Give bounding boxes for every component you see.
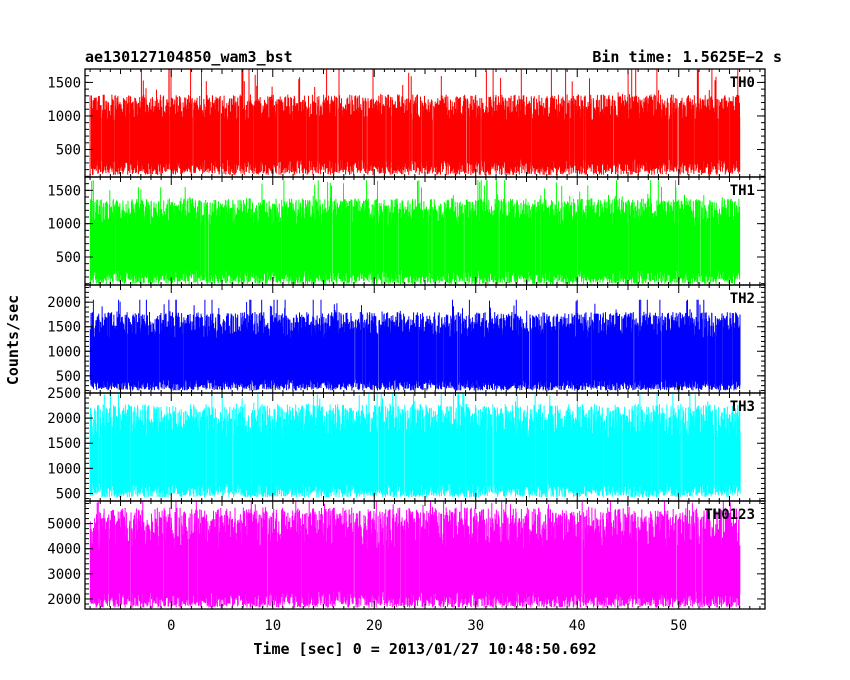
y-tick-label: 1500 xyxy=(47,436,81,452)
y-axis-label: Counts/sec xyxy=(4,295,22,385)
x-tick-label: 40 xyxy=(569,618,586,634)
x-tick-label: 50 xyxy=(670,618,687,634)
series-th0 xyxy=(89,69,741,175)
x-axis-label: Time [sec] 0 = 2013/01/27 10:48:50.692 xyxy=(253,640,596,658)
panel-th0: 500 1000 1500 TH0 xyxy=(47,68,766,178)
series-th3 xyxy=(89,393,741,498)
x-axis: 0 10 20 30 40 50 xyxy=(167,618,687,634)
panel-label-th0: TH0 xyxy=(730,75,755,91)
series-th2 xyxy=(89,299,741,391)
panel-th3: 500 1000 1500 2000 2500 TH3 xyxy=(47,386,766,502)
series-th0123 xyxy=(89,501,741,608)
bin-time-label: Bin time: 1.5625E−2 s xyxy=(592,48,782,66)
y-tick-label: 500 xyxy=(56,369,81,385)
series-th1 xyxy=(89,180,741,285)
y-tick-label: 1000 xyxy=(47,461,81,477)
panel-th2: 500 1000 1500 2000 TH2 xyxy=(47,284,766,394)
panel-label-th1: TH1 xyxy=(730,183,755,199)
x-tick-label: 30 xyxy=(467,618,484,634)
y-tick-label: 500 xyxy=(56,486,81,502)
y-tick-label: 1500 xyxy=(47,75,81,91)
x-tick-label: 20 xyxy=(366,618,383,634)
y-tick-label: 3000 xyxy=(47,567,81,583)
x-tick-label: 0 xyxy=(167,618,175,634)
y-tick-label: 1000 xyxy=(47,344,81,360)
x-tick-label: 10 xyxy=(264,618,281,634)
y-tick-label: 4000 xyxy=(47,542,81,558)
chart-title: ae130127104850_wam3_bst xyxy=(85,48,293,66)
panel-label-th0123: TH0123 xyxy=(704,507,755,523)
panel-th1: 500 1000 1500 TH1 xyxy=(47,176,766,286)
y-tick-label: 1000 xyxy=(47,217,81,233)
y-tick-label: 1500 xyxy=(47,183,81,199)
y-tick-label: 2000 xyxy=(47,411,81,427)
y-tick-label: 1500 xyxy=(47,320,81,336)
panels: 500 1000 1500 TH0 500 1000 1500 TH1 500 1000 1500 2… xyxy=(47,68,766,610)
y-tick-label: 2500 xyxy=(47,386,81,402)
y-tick-label: 500 xyxy=(56,142,81,158)
y-tick-label: 2000 xyxy=(47,295,81,311)
y-tick-label: 500 xyxy=(56,250,81,266)
panel-th0123: 2000 3000 4000 5000 TH0123 xyxy=(47,500,766,610)
y-tick-label: 5000 xyxy=(47,517,81,533)
y-tick-label: 1000 xyxy=(47,109,81,125)
y-tick-label: 2000 xyxy=(47,592,81,608)
panel-label-th3: TH3 xyxy=(730,399,755,415)
panel-label-th2: TH2 xyxy=(730,291,755,307)
